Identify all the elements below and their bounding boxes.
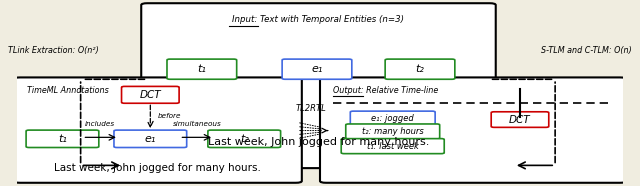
FancyBboxPatch shape	[167, 59, 237, 79]
Text: e₁: jogged: e₁: jogged	[371, 114, 414, 123]
FancyBboxPatch shape	[320, 77, 626, 183]
Text: Last week, John jogged for many hours.: Last week, John jogged for many hours.	[54, 163, 261, 173]
Text: Output: Relative Time-line: Output: Relative Time-line	[333, 86, 438, 95]
FancyBboxPatch shape	[114, 130, 187, 147]
Text: e₁: e₁	[145, 134, 156, 144]
Text: TLink Extraction: O(n²): TLink Extraction: O(n²)	[8, 46, 99, 55]
Text: t₂: t₂	[240, 134, 249, 144]
Text: includes: includes	[85, 121, 115, 127]
FancyBboxPatch shape	[14, 77, 302, 183]
Text: t₁: last week: t₁: last week	[367, 142, 419, 151]
Text: S-TLM and C-TLM: O(n): S-TLM and C-TLM: O(n)	[541, 46, 632, 55]
Text: t₂: many hours: t₂: many hours	[362, 127, 424, 136]
Text: DCT: DCT	[140, 90, 161, 100]
Text: TL2RTL: TL2RTL	[296, 104, 326, 113]
Text: before: before	[157, 113, 181, 119]
FancyBboxPatch shape	[141, 3, 496, 168]
FancyBboxPatch shape	[350, 111, 435, 126]
FancyBboxPatch shape	[282, 59, 352, 79]
Text: simultaneous: simultaneous	[173, 121, 222, 127]
Text: e₁: e₁	[311, 64, 323, 74]
Text: t₂: t₂	[415, 64, 424, 74]
Text: t₁: t₁	[197, 64, 206, 74]
Text: Input: Text with Temporal Entities (n=3): Input: Text with Temporal Entities (n=3)	[232, 15, 404, 24]
Text: TimeML Annotations: TimeML Annotations	[28, 86, 109, 95]
FancyBboxPatch shape	[341, 139, 444, 154]
FancyBboxPatch shape	[26, 130, 99, 147]
Text: t₁: t₁	[58, 134, 67, 144]
FancyBboxPatch shape	[208, 130, 280, 147]
FancyBboxPatch shape	[346, 124, 440, 139]
FancyBboxPatch shape	[491, 112, 548, 127]
Text: DCT: DCT	[509, 115, 531, 125]
FancyBboxPatch shape	[385, 59, 455, 79]
Text: Last week, John jogged for many hours.: Last week, John jogged for many hours.	[208, 137, 429, 147]
FancyBboxPatch shape	[122, 86, 179, 103]
